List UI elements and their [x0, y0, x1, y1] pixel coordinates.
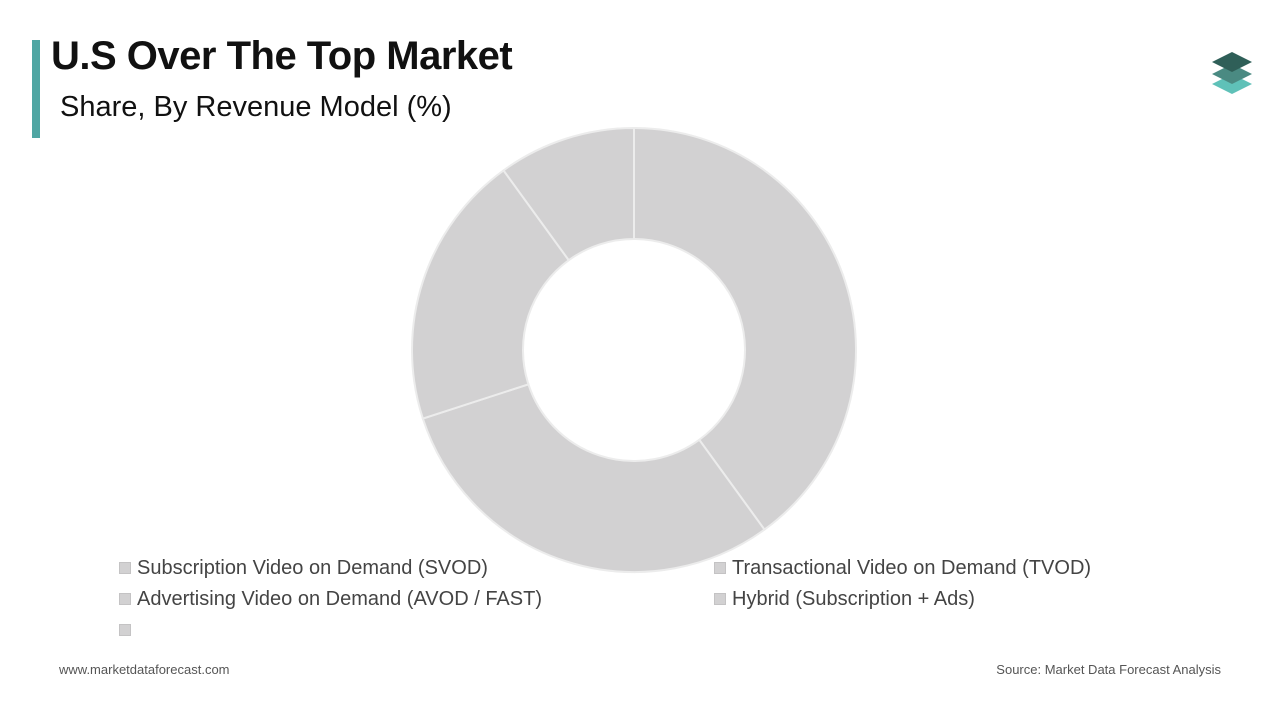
source-note: Source: Market Data Forecast Analysis	[996, 662, 1221, 677]
legend-item-2: Advertising Video on Demand (AVOD / FAST…	[119, 587, 542, 611]
legend-swatch-1	[714, 562, 726, 574]
website-url[interactable]: www.marketdataforecast.com	[59, 662, 230, 677]
logo-layer-top	[1212, 52, 1252, 72]
legend-item-1: Transactional Video on Demand (TVOD)	[714, 556, 1091, 580]
donut-slices	[411, 126, 857, 573]
legend-swatch-0	[119, 562, 131, 574]
donut-slice-2	[411, 169, 571, 420]
legend-label-1: Transactional Video on Demand (TVOD)	[732, 556, 1092, 579]
title-accent-bar	[32, 40, 40, 138]
donut-slice-0	[633, 126, 857, 531]
donut-slice-1	[421, 383, 766, 573]
legend-label-0: Subscription Video on Demand (SVOD)	[137, 556, 488, 579]
stacked-layers-icon	[1212, 52, 1252, 94]
chart-subtitle: Share, By Revenue Model (%)	[60, 91, 452, 123]
legend-label-2: Advertising Video on Demand (AVOD / FAST…	[137, 587, 542, 610]
legend-swatch-3	[714, 593, 726, 605]
legend-swatch-2	[119, 593, 131, 605]
legend-item-0: Subscription Video on Demand (SVOD)	[119, 556, 488, 580]
legend-swatch-4	[119, 624, 131, 636]
legend-item-4	[119, 618, 137, 642]
legend-item-3: Hybrid (Subscription + Ads)	[714, 587, 975, 611]
chart-title: U.S Over The Top Market	[51, 34, 513, 78]
donut-slice-3	[502, 126, 635, 262]
logo-layer-middle	[1212, 64, 1252, 84]
legend-label-3: Hybrid (Subscription + Ads)	[732, 587, 975, 610]
